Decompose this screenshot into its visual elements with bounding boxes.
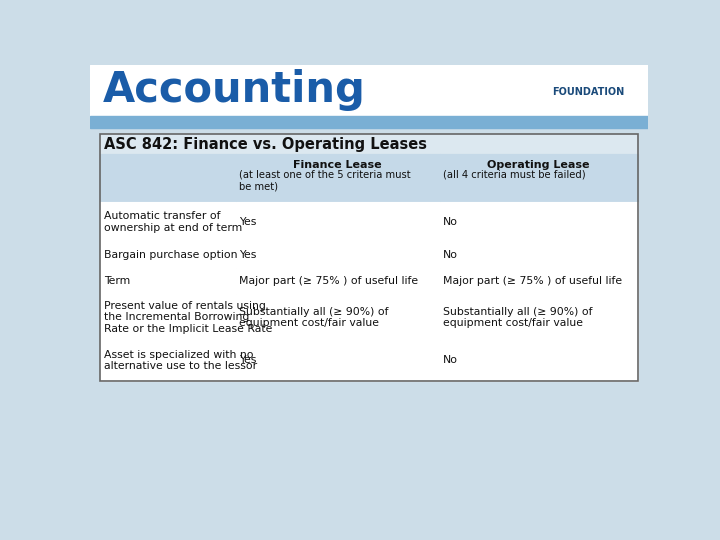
Bar — [439, 294, 638, 340]
Text: Asset is specialized with no
alternative use to the lessor: Asset is specialized with no alternative… — [104, 350, 257, 372]
Bar — [439, 268, 638, 294]
Bar — [100, 268, 235, 294]
Bar — [235, 202, 439, 242]
Text: Operating Lease: Operating Lease — [487, 160, 590, 170]
Text: Bargain purchase option: Bargain purchase option — [104, 250, 238, 260]
Bar — [100, 134, 638, 154]
Bar — [235, 268, 439, 294]
Text: Major part (≥ 75% ) of useful life: Major part (≥ 75% ) of useful life — [239, 276, 418, 286]
Bar — [90, 65, 648, 116]
Bar — [235, 340, 439, 381]
Bar — [100, 134, 638, 381]
Bar — [235, 294, 439, 340]
Text: FOUNDATION: FOUNDATION — [552, 87, 625, 97]
Text: Finance Lease: Finance Lease — [293, 160, 382, 170]
Text: Major part (≥ 75% ) of useful life: Major part (≥ 75% ) of useful life — [443, 276, 622, 286]
Bar — [100, 242, 235, 268]
Bar — [100, 202, 235, 242]
Text: (at least one of the 5 criteria must
be met): (at least one of the 5 criteria must be … — [239, 170, 410, 191]
Text: Automatic transfer of
ownership at end of term: Automatic transfer of ownership at end o… — [104, 211, 242, 233]
Bar — [100, 154, 235, 202]
Bar — [439, 154, 638, 202]
Text: Yes: Yes — [239, 355, 256, 366]
Bar — [439, 242, 638, 268]
Text: Yes: Yes — [239, 250, 256, 260]
Bar — [100, 340, 235, 381]
Text: Yes: Yes — [239, 217, 256, 227]
Text: Term: Term — [104, 276, 130, 286]
Bar — [90, 116, 648, 128]
Text: Substantially all (≥ 90%) of
equipment cost/fair value: Substantially all (≥ 90%) of equipment c… — [443, 307, 592, 328]
Text: No: No — [443, 250, 458, 260]
Bar — [235, 242, 439, 268]
Text: No: No — [443, 355, 458, 366]
Text: Accounting: Accounting — [102, 69, 365, 111]
Text: Present value of rentals using
the Incremental Borrowing
Rate or the Implicit Le: Present value of rentals using the Incre… — [104, 301, 272, 334]
Text: ASC 842: Finance vs. Operating Leases: ASC 842: Finance vs. Operating Leases — [104, 137, 427, 152]
Bar — [439, 202, 638, 242]
Bar — [235, 154, 439, 202]
Text: No: No — [443, 217, 458, 227]
Bar — [100, 294, 235, 340]
Text: Substantially all (≥ 90%) of
equipment cost/fair value: Substantially all (≥ 90%) of equipment c… — [239, 307, 388, 328]
Bar — [439, 340, 638, 381]
Text: (all 4 criteria must be failed): (all 4 criteria must be failed) — [443, 170, 585, 179]
